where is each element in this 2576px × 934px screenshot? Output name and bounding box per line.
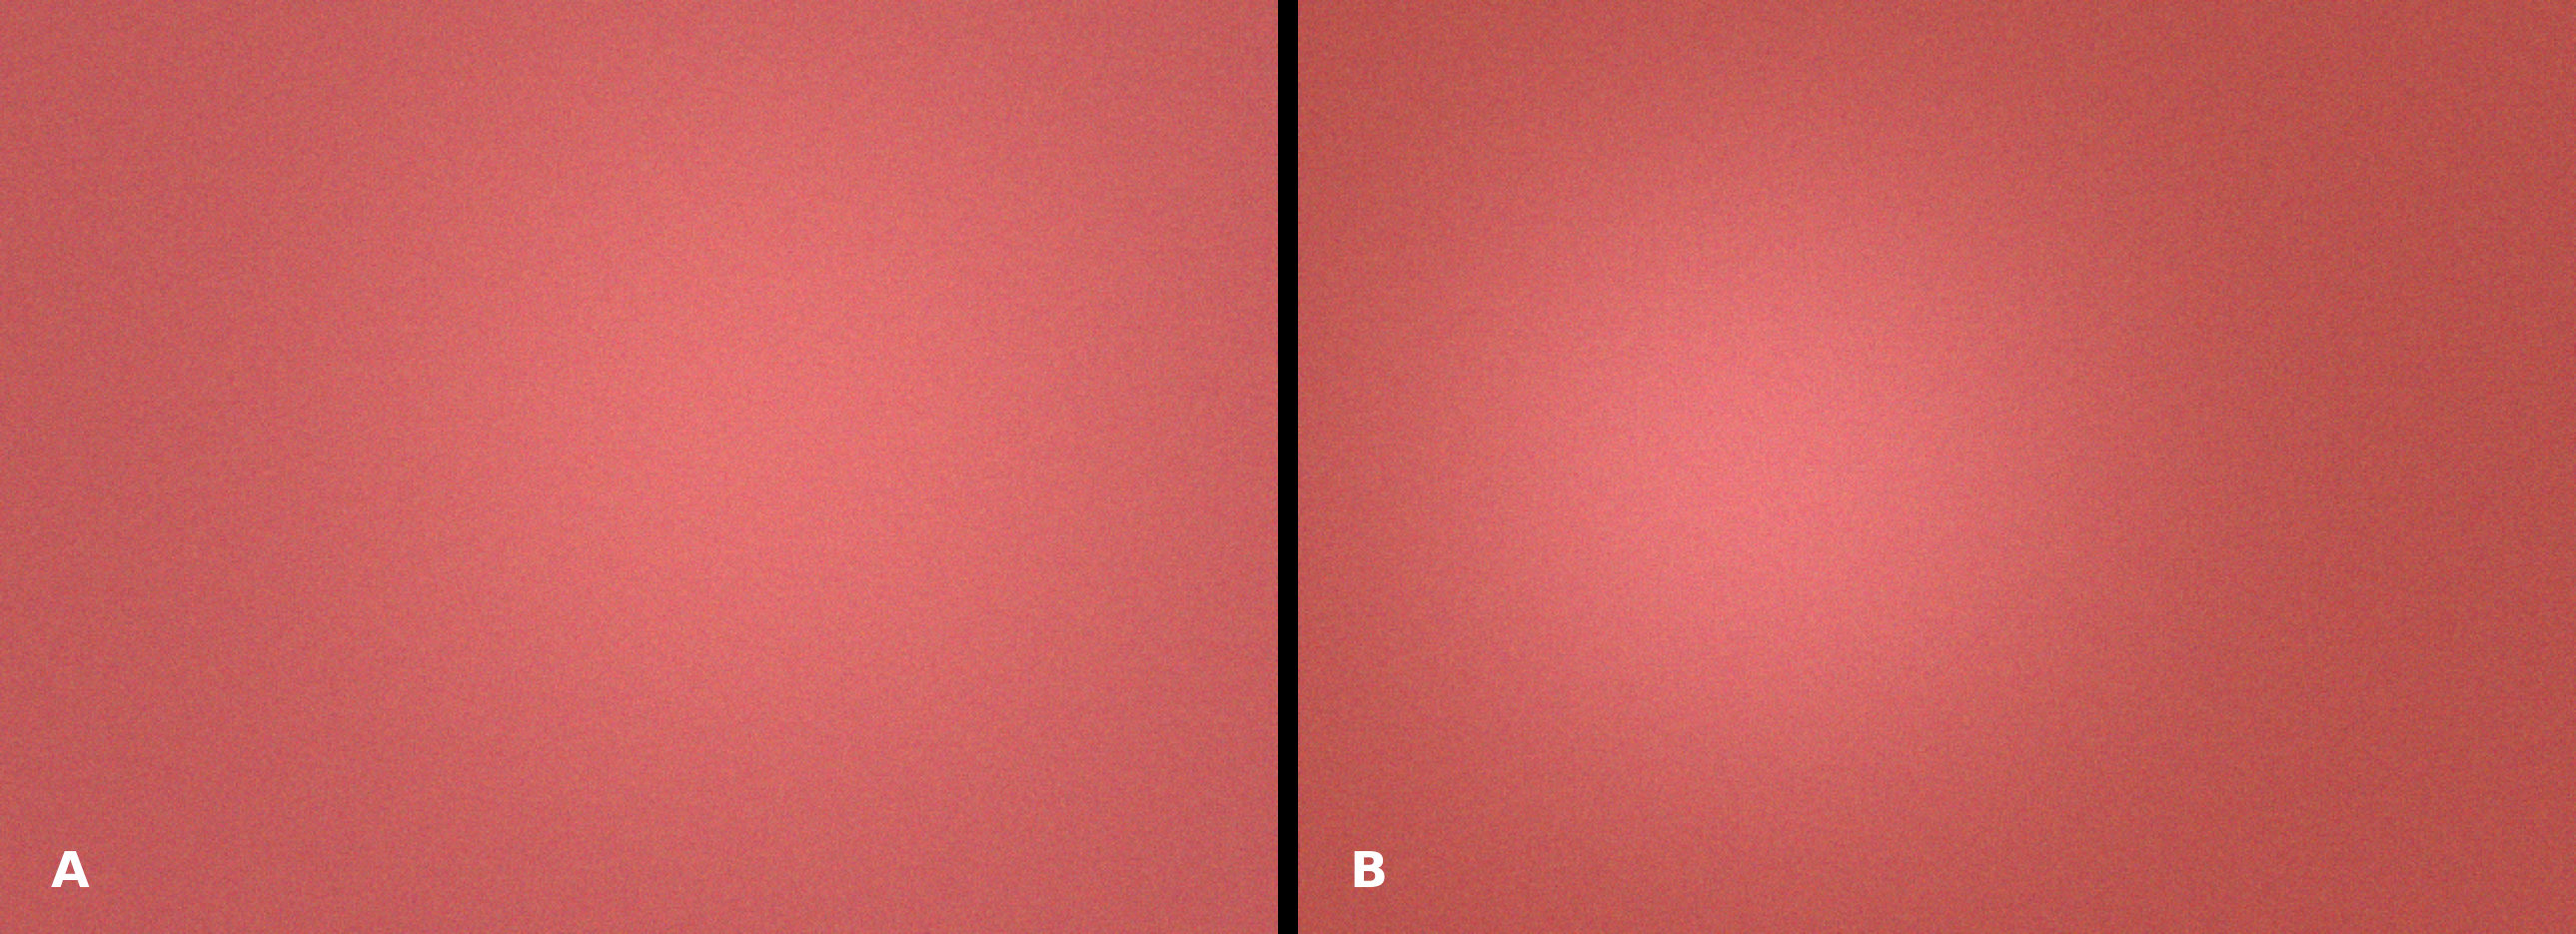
Text: B: B [1350, 849, 1388, 897]
Text: A: A [52, 849, 90, 897]
